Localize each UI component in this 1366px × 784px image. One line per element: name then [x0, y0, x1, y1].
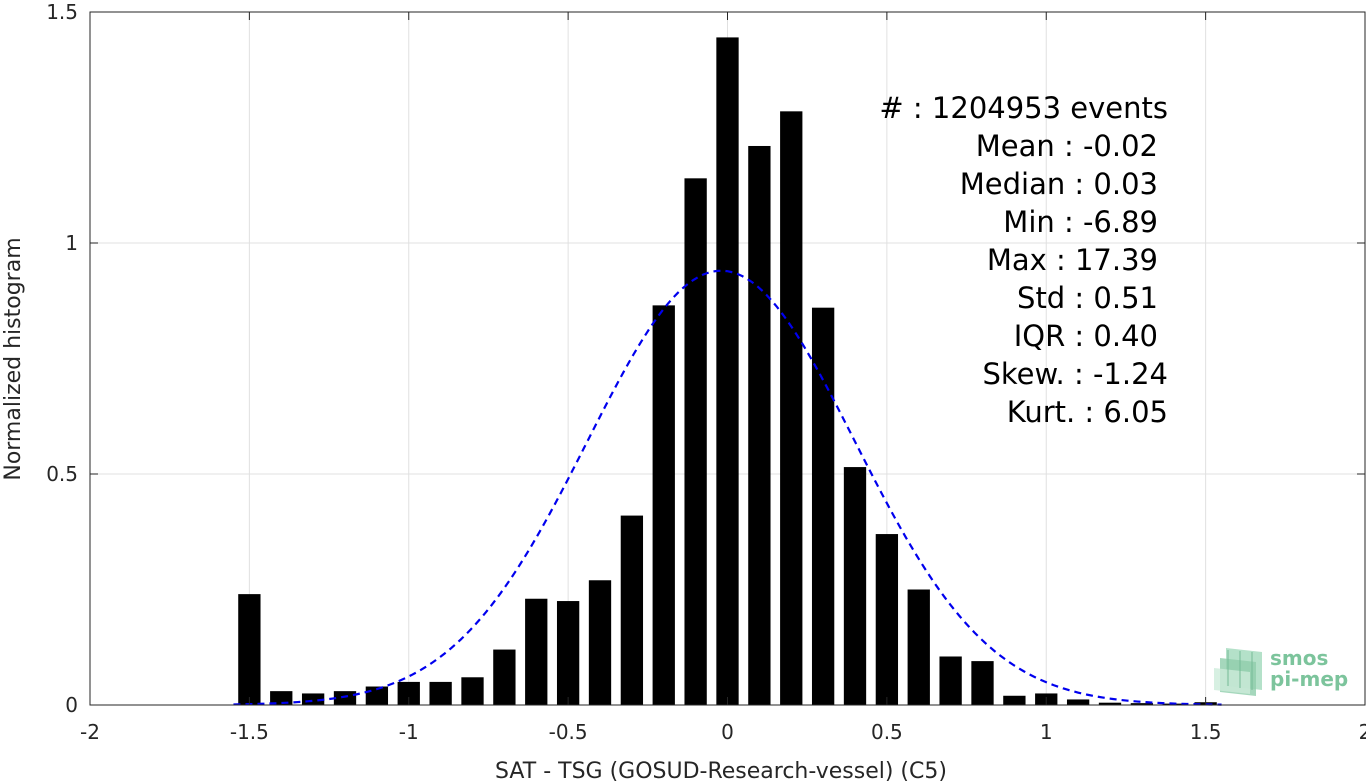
- y-tick-label: 0.5: [46, 462, 78, 486]
- histogram-bar: [301, 693, 325, 705]
- histogram-bar: [843, 467, 867, 705]
- x-tick-label: 2: [1359, 720, 1366, 744]
- histogram-bar: [493, 649, 516, 705]
- stat-skewness: Skew. : -1.24: [982, 357, 1168, 391]
- logo-line-smos: smos: [1270, 646, 1328, 670]
- statistics-annotation: # : 1204953 events Mean : -0.02 Median :…: [879, 91, 1168, 429]
- histogram-bar: [397, 681, 420, 705]
- histogram-bar: [748, 145, 771, 706]
- histogram-bar: [238, 594, 261, 705]
- stat-min: Min : -6.89: [1003, 205, 1158, 239]
- y-tick-label: 0: [65, 693, 78, 717]
- histogram-bar: [556, 601, 580, 705]
- histogram-bar: [588, 580, 612, 705]
- stat-kurtosis: Kurt. : 6.05: [1007, 395, 1168, 429]
- histogram-bar: [811, 307, 835, 705]
- x-tick-label: 1: [1040, 720, 1053, 744]
- histogram-bar: [270, 691, 293, 705]
- x-tick-label: 1.5: [1190, 720, 1222, 744]
- histogram-bar: [780, 111, 803, 705]
- stat-mean: Mean : -0.02: [976, 129, 1158, 163]
- histogram-bar: [684, 178, 707, 705]
- histogram-bars: [238, 37, 1217, 706]
- x-tick-label: -2: [80, 720, 100, 744]
- histogram-bar: [907, 589, 930, 705]
- x-tick-label: -1.5: [230, 720, 269, 744]
- x-tick-label: -0.5: [549, 720, 588, 744]
- stat-median: Median : 0.03: [960, 167, 1158, 201]
- histogram-bar: [333, 691, 357, 705]
- x-tick-label: 0: [721, 720, 734, 744]
- histogram-bar: [971, 661, 994, 705]
- axis-ticks: -2 -1.5 -1 -0.5 0 0.5 1 1.5 2 0 0.5 1 1.5: [46, 0, 1366, 744]
- histogram-bar: [461, 677, 484, 705]
- stat-max: Max : 17.39: [987, 243, 1158, 277]
- x-tick-label: -1: [399, 720, 419, 744]
- histogram-bar: [1066, 699, 1090, 705]
- histogram-bar: [716, 37, 739, 706]
- stat-iqr: IQR : 0.40: [1014, 319, 1158, 353]
- histogram-bar: [1098, 702, 1122, 705]
- histogram-bar: [1003, 695, 1026, 705]
- histogram-bar: [620, 515, 644, 705]
- gaussian-fit-curve: [233, 269, 1222, 706]
- histogram-bar: [525, 598, 548, 705]
- y-tick-label: 1.5: [46, 0, 78, 24]
- histogram-bar: [939, 656, 962, 705]
- logo-mark-icon: [1214, 648, 1262, 696]
- histogram-bar: [429, 681, 452, 705]
- histogram-bar: [875, 534, 899, 705]
- histogram-bar: [652, 305, 675, 705]
- histogram-bar: [1130, 703, 1154, 705]
- y-tick-label: 1: [65, 231, 78, 255]
- y-axis-label: Normalized histogram: [1, 237, 26, 480]
- stat-std: Std : 0.51: [1017, 281, 1158, 315]
- smos-pi-mep-logo: smos pi-mep: [1214, 646, 1348, 696]
- x-axis-label: SAT - TSG (GOSUD-Research-vessel) (C5): [495, 759, 947, 784]
- logo-line-pi-mep: pi-mep: [1270, 667, 1348, 691]
- x-tick-label: 0.5: [871, 720, 903, 744]
- stat-events: # : 1204953 events: [879, 91, 1168, 125]
